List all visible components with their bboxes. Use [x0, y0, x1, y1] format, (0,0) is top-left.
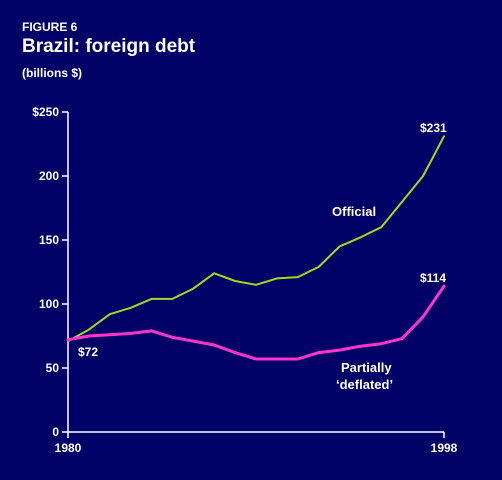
deflated-line [66, 284, 446, 361]
deflated-series-label-line1: Partially [341, 360, 392, 375]
y-tick-label: 150 [39, 233, 59, 247]
x-tick-label: 1980 [55, 441, 82, 455]
y-tick-label: 50 [46, 361, 60, 375]
y-tick-label: $250 [32, 105, 59, 119]
x-tick-label: 1998 [431, 441, 458, 455]
chart-subtitle: (billions $) [22, 66, 82, 80]
official-end-label: $231 [420, 121, 447, 135]
chart-axes: $250 200 150 100 50 0 1980 1998 [32, 105, 457, 455]
official-line [67, 135, 445, 343]
y-tick-label: 0 [52, 425, 59, 439]
series-lines [66, 135, 446, 361]
y-tick-label: 200 [39, 169, 59, 183]
chart-labels: Official Partially ‘deflated’ $72 $231 $114 [78, 121, 447, 392]
figure-label: FIGURE 6 [22, 20, 78, 34]
official-series-label: Official [332, 204, 376, 219]
chart-title: Brazil: foreign debt [22, 36, 196, 57]
start-value-label: $72 [78, 345, 98, 359]
y-tick-label: 100 [39, 297, 59, 311]
deflated-series-label-line2: ‘deflated’ [336, 377, 393, 392]
deflated-end-label: $114 [420, 271, 446, 285]
